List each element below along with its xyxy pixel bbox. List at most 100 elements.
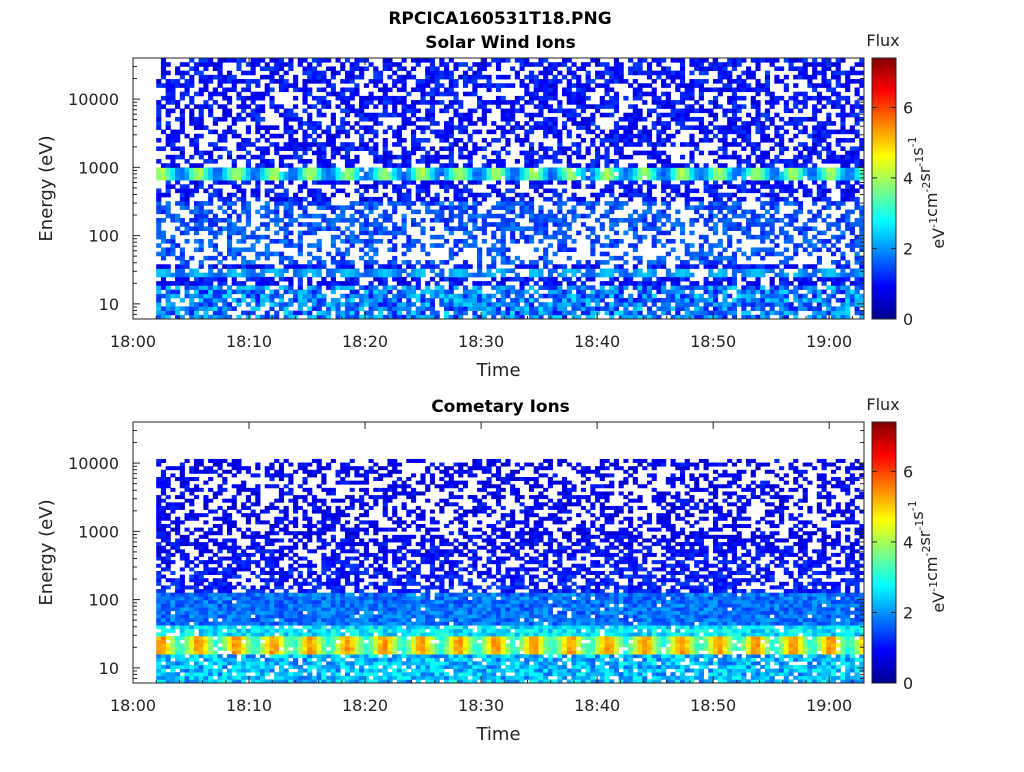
flux-cell bbox=[760, 58, 766, 63]
flux-cell bbox=[189, 180, 195, 185]
flux-cell bbox=[505, 226, 511, 231]
flux-cell bbox=[420, 180, 426, 185]
flux-cell bbox=[547, 285, 553, 290]
flux-cell bbox=[189, 281, 195, 286]
flux-cell bbox=[184, 192, 190, 198]
flux-cell bbox=[316, 125, 322, 130]
flux-cell bbox=[396, 201, 402, 206]
flux-cell bbox=[632, 66, 638, 72]
flux-cell bbox=[708, 310, 714, 316]
flux-cell bbox=[250, 175, 256, 181]
flux-cell bbox=[510, 276, 516, 282]
flux-cell bbox=[368, 222, 374, 227]
flux-cell bbox=[661, 58, 667, 63]
flux-cell bbox=[217, 62, 223, 67]
flux-cell bbox=[736, 222, 742, 227]
flux-cell bbox=[165, 180, 171, 185]
flux-cell bbox=[429, 108, 436, 114]
flux-cell bbox=[373, 239, 379, 244]
flux-cell bbox=[302, 184, 308, 189]
flux-cell bbox=[637, 268, 643, 274]
flux-cell bbox=[514, 167, 520, 173]
flux-cell bbox=[429, 276, 436, 282]
flux-cell bbox=[477, 74, 483, 80]
flux-cell bbox=[396, 95, 402, 101]
flux-cell bbox=[760, 239, 766, 244]
flux-cell bbox=[670, 133, 676, 139]
flux-cell bbox=[260, 154, 266, 160]
flux-cell bbox=[406, 205, 412, 210]
flux-cell bbox=[311, 175, 318, 181]
flux-cell bbox=[665, 66, 671, 72]
flux-cell bbox=[703, 289, 709, 295]
flux-cell bbox=[222, 175, 228, 181]
flux-cell bbox=[632, 180, 638, 185]
flux-cell bbox=[764, 163, 771, 168]
flux-cell bbox=[491, 171, 497, 177]
flux-cell bbox=[543, 74, 549, 80]
flux-cell bbox=[486, 209, 492, 215]
flux-cell bbox=[184, 293, 190, 299]
flux-cell bbox=[576, 314, 582, 320]
flux-cell bbox=[406, 310, 412, 316]
flux-cell bbox=[392, 306, 398, 311]
flux-cell bbox=[226, 87, 233, 93]
flux-cell bbox=[547, 104, 553, 109]
flux-cell bbox=[401, 125, 407, 130]
flux-cell bbox=[160, 95, 167, 101]
flux-cell bbox=[665, 125, 671, 130]
flux-cell bbox=[193, 62, 200, 67]
flux-cell bbox=[368, 247, 374, 253]
flux-cell bbox=[340, 171, 346, 177]
flux-cell bbox=[580, 108, 586, 114]
flux-cell bbox=[580, 213, 586, 219]
flux-cell bbox=[387, 201, 393, 206]
flux-cell bbox=[491, 255, 497, 261]
flux-cell bbox=[656, 264, 662, 269]
flux-cell bbox=[689, 281, 695, 286]
flux-cell bbox=[599, 83, 605, 88]
flux-cell bbox=[387, 196, 393, 202]
flux-cell bbox=[580, 293, 586, 299]
flux-cell bbox=[208, 276, 214, 282]
flux-cell bbox=[746, 293, 752, 299]
flux-cell bbox=[562, 289, 568, 295]
flux-cell bbox=[609, 293, 615, 299]
flux-cell bbox=[170, 302, 176, 307]
flux-cell bbox=[453, 184, 459, 189]
flux-cell bbox=[293, 297, 299, 303]
flux-cell bbox=[293, 79, 299, 84]
flux-cell bbox=[344, 272, 351, 278]
flux-cell bbox=[354, 146, 360, 152]
flux-cell bbox=[448, 201, 454, 206]
flux-cell bbox=[656, 121, 662, 126]
flux-cell bbox=[557, 150, 563, 156]
flux-cell bbox=[411, 104, 417, 109]
flux-cell bbox=[231, 289, 237, 295]
flux-cell bbox=[255, 175, 261, 181]
flux-cell bbox=[160, 234, 167, 240]
flux-cell bbox=[363, 285, 369, 290]
flux-cell bbox=[255, 251, 261, 257]
flux-cell bbox=[472, 87, 478, 93]
flux-cell bbox=[321, 112, 327, 118]
flux-cell bbox=[288, 62, 294, 67]
flux-cell bbox=[226, 272, 233, 278]
flux-cell bbox=[377, 95, 384, 101]
flux-cell bbox=[741, 133, 747, 139]
flux-cell bbox=[198, 281, 204, 286]
flux-cell bbox=[495, 310, 502, 316]
flux-cell bbox=[623, 314, 629, 320]
flux-cell bbox=[297, 239, 303, 244]
flux-cell bbox=[349, 310, 355, 316]
flux-cell bbox=[387, 310, 393, 316]
flux-cell bbox=[538, 310, 544, 316]
flux-cell bbox=[156, 268, 162, 274]
flux-cell bbox=[217, 167, 223, 173]
flux-cell bbox=[576, 133, 582, 139]
flux-cell bbox=[703, 310, 709, 316]
flux-cell bbox=[477, 293, 483, 299]
flux-cell bbox=[665, 167, 671, 173]
flux-cell bbox=[689, 302, 695, 307]
flux-cell bbox=[543, 91, 549, 97]
